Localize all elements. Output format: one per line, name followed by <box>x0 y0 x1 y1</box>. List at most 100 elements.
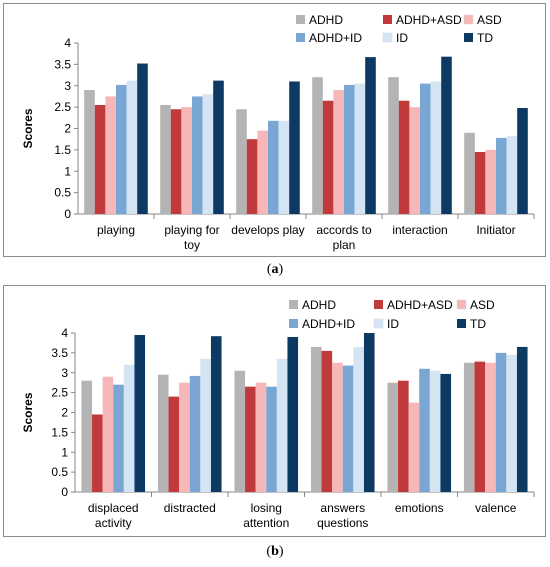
legend-label: ASD <box>477 13 502 27</box>
legend-label: ASD <box>470 298 495 312</box>
bar <box>485 362 496 492</box>
legend-swatch <box>463 14 474 25</box>
y-tick-label: 3.5 <box>54 57 71 71</box>
legend-swatch <box>289 300 298 309</box>
bar <box>321 350 333 492</box>
chart-panel-a: 0 0.5 1 1.5 2 2.5 3 3.5 4 Scores playing playing fo… <box>3 3 546 257</box>
bar <box>429 370 441 492</box>
y-tick-label: 2.5 <box>54 100 71 114</box>
x-tick-label: questions <box>317 516 368 530</box>
legend-swatch <box>289 319 298 328</box>
y-tick-label: 1.5 <box>51 425 68 439</box>
y-tick-label: 2.5 <box>51 386 68 400</box>
x-tick-label: losing <box>251 501 282 515</box>
bar <box>363 333 375 492</box>
bar <box>234 370 246 492</box>
chart-panel-b: 0 0.5 1 1.5 2 2.5 3 3.5 4 Scores displaced activity… <box>3 285 546 537</box>
bar <box>255 382 267 492</box>
x-tick-label: plan <box>333 238 356 252</box>
bar <box>102 376 114 492</box>
y-tick-label: 1.5 <box>54 143 71 157</box>
caption-b: (b) <box>266 544 284 559</box>
legend-label: TD <box>470 317 486 331</box>
bar <box>123 364 135 492</box>
y-tick-label: 2 <box>64 122 71 136</box>
legend-swatch <box>382 32 393 43</box>
caption-a: (a) <box>266 262 284 277</box>
bar <box>408 402 420 492</box>
legend-swatch <box>457 319 466 328</box>
legend-label: ADHD+ASD <box>387 298 453 312</box>
legend-swatch <box>373 318 384 329</box>
bar <box>84 90 95 214</box>
legend-label: ADHD <box>302 298 336 312</box>
bar <box>342 365 354 492</box>
bar <box>463 362 475 492</box>
legend-label: TD <box>477 31 493 45</box>
x-tick-label: answers <box>320 501 365 515</box>
bar <box>278 120 290 214</box>
bar <box>517 107 528 214</box>
bar <box>441 56 452 215</box>
bar <box>344 84 355 215</box>
bar <box>495 352 507 492</box>
bar <box>268 120 279 214</box>
bar <box>236 109 247 214</box>
bar <box>409 107 420 214</box>
bar <box>134 334 146 492</box>
y-axis-label: Scores <box>21 392 35 432</box>
bar <box>105 96 116 214</box>
y-tick-label: 0 <box>64 207 71 221</box>
bar <box>388 77 399 214</box>
bar <box>210 336 222 492</box>
bar <box>398 100 410 214</box>
bar <box>420 83 431 214</box>
bar-chart-a: 0 0.5 1 1.5 2 2.5 3 3.5 4 Scores playing playing fo… <box>21 13 535 252</box>
bar <box>353 346 364 492</box>
bar <box>94 104 106 214</box>
legend-label: ADHD+ID <box>309 31 362 45</box>
bar <box>332 362 343 492</box>
legend-swatch <box>296 15 305 24</box>
bar <box>464 132 475 214</box>
bar <box>200 358 211 492</box>
x-tick-label: attention <box>243 516 289 530</box>
bar <box>170 109 182 214</box>
legend-label: ID <box>396 31 408 45</box>
x-tick-label: playing for <box>164 223 219 237</box>
bar <box>126 80 138 215</box>
bar <box>333 90 344 214</box>
bar <box>179 382 190 492</box>
x-tick-label: valence <box>475 501 517 515</box>
legend-label: ID <box>387 317 399 331</box>
bar <box>287 336 299 492</box>
x-tick-label: displaced <box>88 501 139 515</box>
y-tick-label: 4 <box>61 326 68 340</box>
bar <box>257 130 268 214</box>
bar <box>485 149 496 214</box>
bar <box>474 361 486 492</box>
y-tick-label: 1 <box>61 445 68 459</box>
bar <box>506 354 517 492</box>
y-tick-label: 3.5 <box>51 346 68 360</box>
bar <box>516 346 528 492</box>
bar <box>387 382 399 492</box>
x-tick-label: toy <box>184 238 200 252</box>
legend-swatch <box>374 300 383 309</box>
bar <box>430 81 442 214</box>
bar <box>189 375 201 492</box>
legend-swatch <box>296 33 305 42</box>
bar <box>365 57 376 214</box>
bar <box>113 384 124 492</box>
bar-chart-b: 0 0.5 1 1.5 2 2.5 3 3.5 4 Scores displacedactivity… <box>21 298 535 530</box>
x-tick-label: develops play <box>231 223 304 237</box>
y-tick-label: 4 <box>64 36 71 50</box>
x-tick-label: distracted <box>164 501 216 515</box>
bar <box>322 100 334 214</box>
bar <box>266 386 277 492</box>
y-tick-label: 1 <box>64 164 71 178</box>
y-tick-label: 2 <box>61 406 68 420</box>
x-tick-label: emotions <box>395 501 444 515</box>
bar <box>506 136 518 214</box>
bar <box>192 96 203 214</box>
